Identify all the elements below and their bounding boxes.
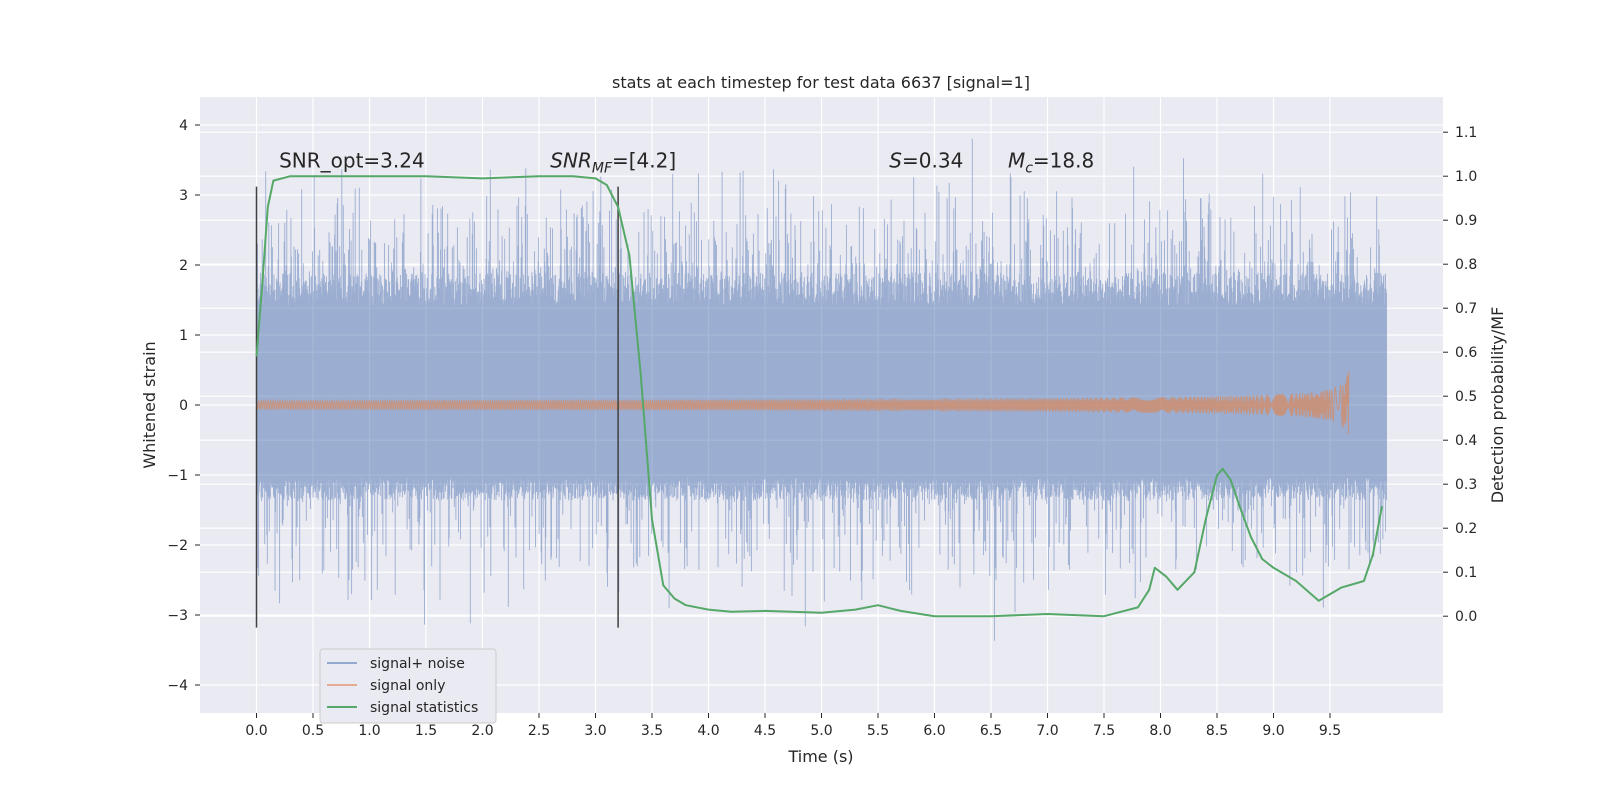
- y-tick-label-right-8: 0.8: [1455, 257, 1477, 273]
- annotations: SNR_opt=3.24 SNRMF=[4.2] S=0.34 Mc=18.8: [279, 148, 1094, 176]
- x-tick-label-3: 1.5: [415, 723, 437, 739]
- chart-title: stats at each timestep for test data 663…: [612, 73, 1030, 92]
- x-tick-label-17: 8.5: [1206, 723, 1228, 739]
- x-tick-label-6: 3.0: [584, 723, 606, 739]
- y-tick-label-right-10: 1.0: [1455, 169, 1477, 185]
- y-tick-label-right-11: 1.1: [1455, 125, 1477, 141]
- x-tick-label-9: 4.5: [754, 723, 776, 739]
- x-tick-label-15: 7.5: [1093, 723, 1115, 739]
- y-tick-label-right-9: 0.9: [1455, 213, 1477, 229]
- x-tick-label-2: 1.0: [358, 723, 380, 739]
- annotation-0: SNR_opt=3.24: [279, 148, 425, 172]
- x-tick-label-7: 3.5: [641, 723, 663, 739]
- annotation-1-part-2: =[4.2]: [612, 148, 676, 172]
- x-tick-label-10: 5.0: [810, 723, 832, 739]
- legend-box: [319, 648, 497, 724]
- legend: signal+ noise signal only signal statist…: [319, 648, 497, 724]
- x-tick-label-0: 0.0: [245, 723, 267, 739]
- legend-label-signal-plus-noise: signal+ noise: [370, 656, 465, 672]
- y-tick-label-right-3: 0.3: [1455, 477, 1477, 493]
- x-tick-label-8: 4.0: [697, 723, 719, 739]
- axes: 0.0 0.5 1.0 1.5 2.0 2.5 3.0 3.5 4.0 4.5 5.0 5.5 6.0 6…: [167, 118, 1477, 739]
- annotation-3-part-0: M: [1008, 148, 1025, 172]
- series-signal-statistics: [255, 175, 1383, 618]
- annotation-1: SNRMF=[4.2]: [550, 148, 676, 176]
- y-tick-label-left-3: −1: [167, 468, 188, 484]
- y-tick-label-left-5: 1: [179, 328, 188, 344]
- annotation-3-part-2: =18.8: [1033, 148, 1094, 172]
- annotation-0-part-0: SNR_opt=3.24: [279, 148, 425, 172]
- annotation-2: S=0.34: [889, 148, 963, 172]
- annotation-3: Mc=18.8: [1008, 148, 1094, 176]
- y-tick-label-left-4: 0: [179, 398, 188, 414]
- x-tick-label-1: 0.5: [302, 723, 324, 739]
- x-tick-label-12: 6.0: [923, 723, 945, 739]
- y-axis-title-right: Detection probability/MF: [1488, 307, 1507, 504]
- y-tick-label-right-5: 0.5: [1455, 389, 1477, 405]
- legend-label-signal-statistics: signal statistics: [370, 700, 478, 716]
- annotation-1-part-1: MF: [592, 160, 613, 176]
- x-tick-label-4: 2.0: [471, 723, 493, 739]
- y-tick-label-right-6: 0.6: [1455, 345, 1477, 361]
- x-tick-label-11: 5.5: [867, 723, 889, 739]
- y-tick-label-right-4: 0.4: [1455, 433, 1477, 449]
- annotation-2-part-0: S: [889, 148, 902, 172]
- x-tick-label-19: 9.5: [1319, 723, 1341, 739]
- y-tick-label-left-6: 2: [179, 258, 188, 274]
- legend-label-signal-only: signal only: [370, 678, 445, 694]
- x-axis-title: Time (s): [787, 747, 853, 766]
- signal-statistics-line: [255, 175, 1383, 618]
- y-tick-label-right-0: 0.0: [1455, 609, 1477, 625]
- signal-only-trace: [256, 371, 1350, 435]
- y-tick-label-left-8: 4: [179, 118, 188, 134]
- x-tick-label-16: 8.0: [1149, 723, 1171, 739]
- x-tick-label-5: 2.5: [528, 723, 550, 739]
- annotation-1-part-0: SNR: [550, 148, 592, 172]
- x-tick-label-14: 7.0: [1036, 723, 1058, 739]
- y-tick-label-left-0: −4: [167, 678, 188, 694]
- y-tick-label-left-1: −3: [167, 608, 188, 624]
- y-tick-label-right-2: 0.2: [1455, 521, 1477, 537]
- y-tick-label-right-7: 0.7: [1455, 301, 1477, 317]
- annotation-2-part-1: =0.34: [902, 148, 963, 172]
- y-axis-title-left: Whitened strain: [140, 341, 159, 468]
- y-tick-label-right-1: 0.1: [1455, 565, 1477, 581]
- x-tick-label-18: 9.0: [1262, 723, 1284, 739]
- y-tick-label-left-2: −2: [167, 538, 188, 554]
- y-tick-label-left-7: 3: [179, 188, 188, 204]
- annotation-3-part-1: c: [1025, 160, 1033, 176]
- x-tick-label-13: 6.5: [980, 723, 1002, 739]
- series-signal-only: [256, 371, 1350, 435]
- vertical-markers: [255, 186, 619, 628]
